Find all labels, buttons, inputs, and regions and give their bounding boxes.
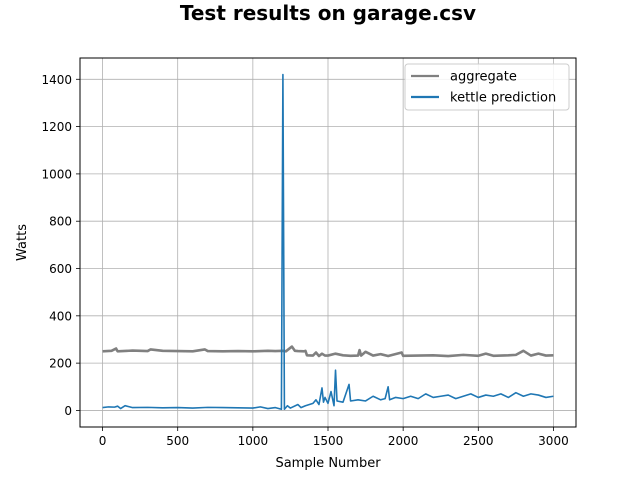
- y-tick-label: 1000: [41, 167, 72, 181]
- x-tick-label: 500: [166, 434, 189, 448]
- y-tick-label: 0: [64, 404, 72, 418]
- x-tick-label: 3000: [538, 434, 569, 448]
- legend-box: [404, 63, 570, 111]
- y-axis-label: Watts: [15, 224, 30, 261]
- x-tick-label: 1500: [313, 434, 344, 448]
- legend-label-aggregate: aggregate: [450, 70, 517, 85]
- x-tick-label: 1000: [238, 434, 269, 448]
- legend-label-kettle-prediction: kettle prediction: [450, 91, 556, 106]
- y-tick-label: 600: [49, 262, 72, 276]
- x-tick-label: 2500: [463, 434, 494, 448]
- series-line-kettle-prediction: [102, 73, 554, 411]
- legend: aggregate kettle prediction: [404, 63, 570, 111]
- series-layer: [102, 73, 554, 411]
- chart-title: Test results on garage.csv: [180, 1, 476, 25]
- x-tick-label: 0: [99, 434, 107, 448]
- y-tick-label: 400: [49, 309, 72, 323]
- x-axis-label: Sample Number: [275, 456, 381, 471]
- grid: [80, 58, 576, 427]
- y-axis-ticks: 0 200 400 600 800 1000 1200 1400: [41, 73, 80, 418]
- series-line-aggregate: [102, 345, 554, 358]
- x-axis-ticks: 0 500 1000 1500 2000 2500 3000: [99, 427, 569, 448]
- y-tick-label: 800: [49, 215, 72, 229]
- y-tick-label: 1200: [41, 120, 72, 134]
- y-tick-label: 1400: [41, 73, 72, 87]
- x-tick-label: 2000: [388, 434, 419, 448]
- y-tick-label: 200: [49, 357, 72, 371]
